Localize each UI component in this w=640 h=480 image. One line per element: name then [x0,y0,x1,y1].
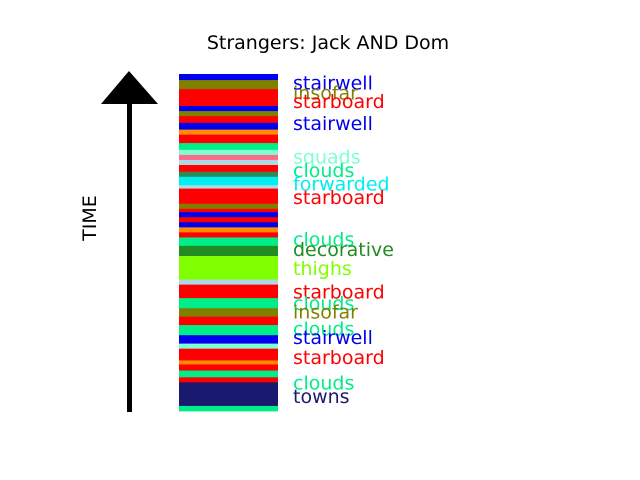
band-starboard [179,348,278,361]
word-label-starboard: starboard [293,281,385,303]
word-label-starboard: starboard [293,347,385,369]
band-starboard [179,164,278,173]
band-lightblue [179,159,278,166]
word-label-thighs: thighs [293,258,352,280]
band-stairwell [179,106,278,112]
band-starboard [179,316,278,326]
band-clouds [179,237,278,247]
word-label-stairwell: stairwell [293,327,373,349]
band-insofar [179,308,278,318]
word-label-insofar: insofar [293,83,358,105]
word-label-clouds: clouds [293,293,354,315]
band-stairwell [179,74,278,81]
band-squads [179,149,278,156]
word-label-insofar: insofar [293,302,358,324]
word-label-clouds: clouds [293,318,354,340]
band-orange [179,129,278,136]
band-insofar [179,203,278,210]
band-stairwell [179,122,278,130]
word-label-clouds: clouds [293,372,354,394]
band-stairwell [179,222,278,228]
band-clouds [179,325,278,336]
word-label-decorative: decorative [293,239,394,261]
word-label-stairwell: stairwell [293,113,373,135]
time-arrow [101,71,158,412]
word-label-starboard: starboard [293,187,385,209]
band-clouds [179,143,278,151]
word-label-squads: squads [293,147,361,169]
word-labels: stairwellinsofarstarboardstairwellsquads… [293,72,394,407]
band-insofar [179,80,278,90]
word-label-stairwell: stairwell [293,72,373,94]
band-forwarded [179,176,278,186]
band-starboard [179,208,278,213]
band-insofar [179,111,278,117]
time-arrow-shaft [127,100,132,412]
word-label-forwarded: forwarded [293,174,390,196]
band-starboard [179,377,278,383]
band-decorative [179,245,278,257]
band-stairwell [179,335,278,345]
band-pink [179,154,278,161]
band-lightblue [179,185,278,189]
band-starboard [179,364,278,371]
word-label-towns: towns [293,386,350,408]
band-starboard [179,284,278,299]
band-clouds [179,405,278,412]
band-strip [179,74,278,412]
band-clouds [179,298,278,309]
band-orange [179,227,278,233]
band-stairwell [179,212,278,218]
word-label-clouds: clouds [293,160,354,182]
band-starboard [179,232,278,238]
band-starboard [179,217,278,223]
band-clouds [179,370,278,378]
band-squads [179,343,278,350]
band-thighs [179,255,278,280]
band-starboard [179,188,278,205]
band-starboard [179,134,278,144]
y-axis-label: TIME [79,195,101,242]
word-label-starboard: starboard [293,91,385,113]
band-starboard [179,89,278,107]
band-starboard [179,116,278,124]
band-towns [179,382,278,407]
chart-title: Strangers: Jack AND Dom [207,32,449,54]
word-label-clouds: clouds [293,229,354,251]
band-teal [179,171,278,178]
time-arrow-head [101,71,158,104]
band-orange [179,360,278,365]
band-lightblue [179,279,278,286]
